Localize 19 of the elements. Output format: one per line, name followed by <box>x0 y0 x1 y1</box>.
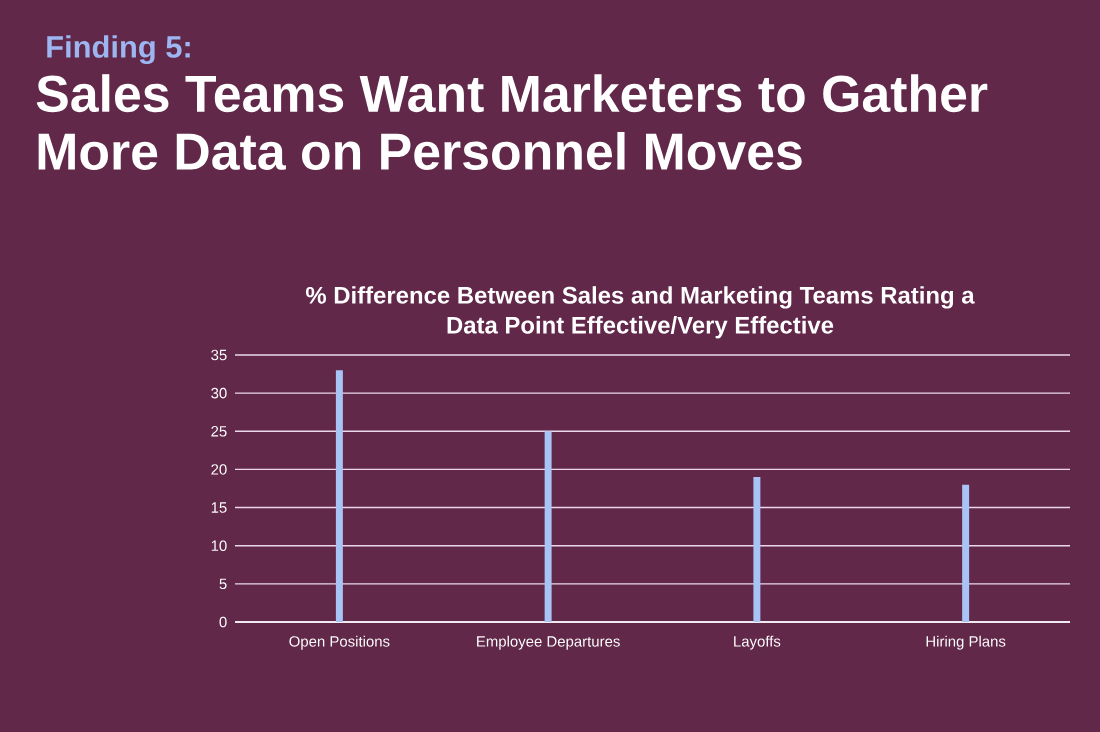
text: Finding 5: <box>47 35 190 65</box>
bar <box>544 431 552 622</box>
x-tick-label: Layoffs <box>734 635 781 650</box>
x-tick-label: Hiring Plans <box>926 635 1006 650</box>
y-tick-label: 35 <box>211 349 227 361</box>
bar <box>335 370 343 622</box>
y-tick-label: 30 <box>211 387 227 399</box>
y-tick-label: 15 <box>211 502 227 513</box>
bar <box>962 484 970 622</box>
y-tick-label: 25 <box>211 425 227 437</box>
y-tick-label: 20 <box>211 464 227 475</box>
y-tick-label: 10 <box>211 540 227 551</box>
x-tick-label: Open Positions <box>289 635 390 650</box>
bar <box>753 477 761 622</box>
x-tick-label: Employee Departures <box>477 635 620 650</box>
y-tick-label: 0 <box>219 616 227 628</box>
y-tick-label: 5 <box>219 578 227 590</box>
chart-subtitle: % Difference Between Sales and Marketing Teams Rating a Data Point Effective/Very Effective <box>305 286 975 339</box>
chart-title: Sales Teams Want Marketers to Gather More Data on Personnel Moves <box>36 74 988 171</box>
